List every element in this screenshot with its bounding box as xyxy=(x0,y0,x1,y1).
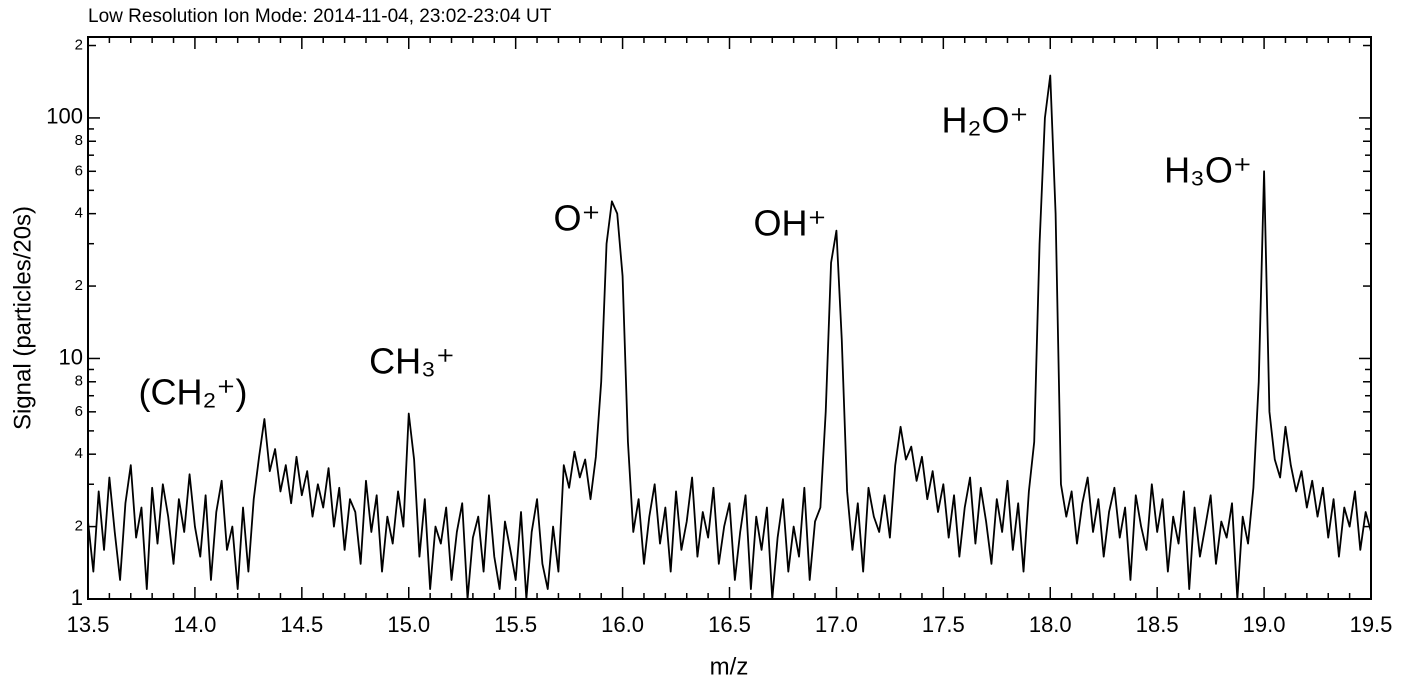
y-tick-label: 6 xyxy=(75,403,83,420)
y-tick-label: 8 xyxy=(75,373,83,390)
y-tick-label: 6 xyxy=(75,162,83,179)
x-tick-label: 14.5 xyxy=(280,612,323,637)
peak-label: CH₃⁺ xyxy=(369,341,455,382)
peak-label: (CH₂⁺) xyxy=(139,372,248,413)
x-tick-label: 16.5 xyxy=(708,612,751,637)
y-axis-label: Signal (particles/20s) xyxy=(9,206,36,430)
y-tick-label: 1 xyxy=(71,585,83,610)
y-tick-label: 4 xyxy=(75,205,83,222)
x-axis-label: m/z xyxy=(710,653,749,680)
x-tick-label: 18.5 xyxy=(1136,612,1179,637)
y-tick-label: 2 xyxy=(75,518,83,535)
y-tick-label: 8 xyxy=(75,132,83,149)
x-tick-label: 19.5 xyxy=(1350,612,1393,637)
y-tick-label: 10 xyxy=(59,344,83,369)
x-tick-label: 15.5 xyxy=(494,612,537,637)
y-tick-label: 4 xyxy=(75,445,83,462)
x-tick-label: 17.5 xyxy=(922,612,965,637)
x-tick-label: 16.0 xyxy=(601,612,644,637)
y-tick-label: 100 xyxy=(46,104,83,129)
x-tick-label: 15.0 xyxy=(387,612,430,637)
signal-line xyxy=(88,74,1371,599)
peak-label: OH⁺ xyxy=(753,203,826,244)
y-tick-label: 2 xyxy=(75,36,83,53)
x-tick-label: 14.0 xyxy=(174,612,217,637)
peak-label: O⁺ xyxy=(553,198,600,239)
peak-label: H₂O⁺ xyxy=(942,100,1029,141)
x-tick-label: 13.5 xyxy=(67,612,110,637)
chart-title: Low Resolution Ion Mode: 2014-11-04, 23:… xyxy=(88,6,552,27)
x-tick-label: 19.0 xyxy=(1243,612,1286,637)
peak-label: H₃O⁺ xyxy=(1164,150,1252,191)
x-tick-label: 18.0 xyxy=(1029,612,1072,637)
y-tick-label: 2 xyxy=(75,277,83,294)
x-tick-label: 17.0 xyxy=(815,612,858,637)
